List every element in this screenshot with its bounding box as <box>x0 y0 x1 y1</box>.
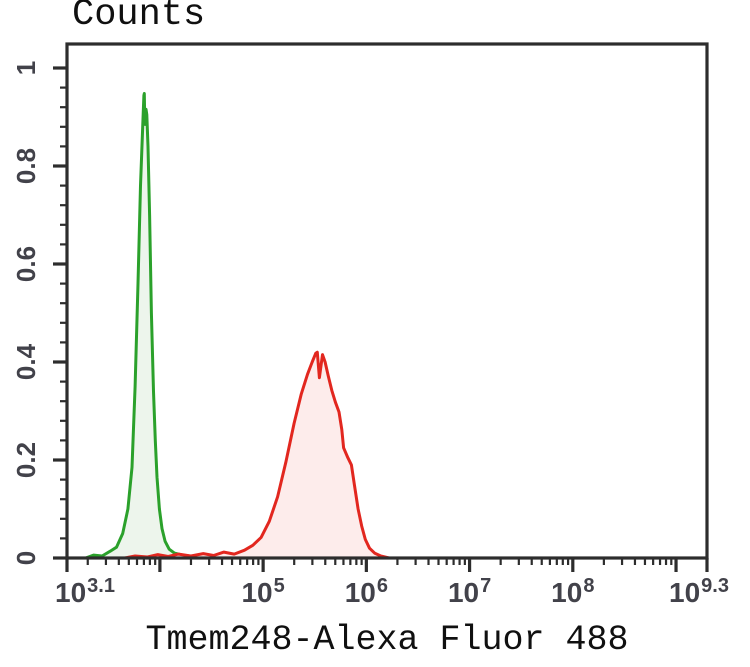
y-tick-label: 0.6 <box>11 245 41 283</box>
y-tick-label: 0 <box>11 550 41 566</box>
x-tick-label: 105 <box>241 575 285 608</box>
green-peak-curve <box>84 92 205 560</box>
y-tick-label: 1 <box>11 60 41 76</box>
y-tick-label: 0.2 <box>11 441 41 479</box>
red-peak-curve <box>123 350 391 560</box>
x-axis-title: Tmem248-Alexa Fluor 488 <box>145 620 629 660</box>
x-tick-label: 108 <box>551 575 595 608</box>
x-tick-label: 107 <box>447 575 492 608</box>
x-tick-label: 106 <box>344 575 388 608</box>
plot-frame <box>65 42 709 560</box>
y-tick-label: 0.8 <box>11 147 41 185</box>
chart-title: Counts <box>72 0 206 36</box>
y-tick-label: 0.4 <box>11 343 41 381</box>
x-tick-label: 103.1 <box>55 575 115 608</box>
x-tick-label: 109.3 <box>669 575 729 608</box>
